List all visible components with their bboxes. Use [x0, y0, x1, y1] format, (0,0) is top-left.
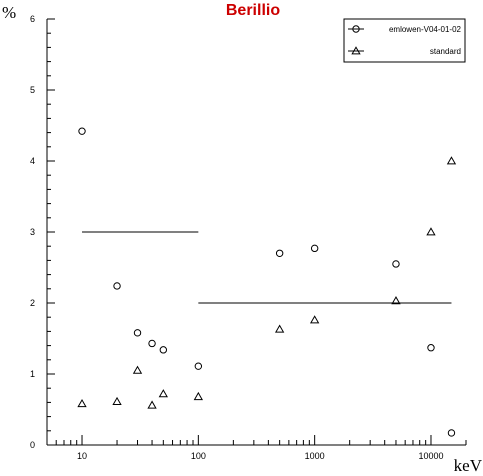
triangle-marker — [309, 315, 320, 324]
circle-marker — [78, 127, 86, 135]
circle-marker — [159, 346, 168, 354]
triangle-marker — [147, 400, 157, 409]
circle-marker — [275, 249, 284, 258]
y-axis: 0 1 2 3 4 5 6 — [30, 14, 55, 450]
y-tick-label: 3 — [30, 227, 35, 237]
circle-marker — [447, 429, 456, 437]
y-tick-label: 0 — [30, 440, 35, 450]
legend-label: emlowen-V04-01-02 — [389, 25, 462, 34]
y-tick-label: 4 — [30, 156, 35, 166]
chart-title: Berillio — [226, 2, 280, 19]
circle-marker — [392, 260, 400, 268]
triangle-marker — [112, 396, 122, 406]
y-tick-label: 2 — [30, 298, 35, 308]
x-axis: 10 100 1000 10000 — [46, 435, 467, 461]
triangle-marker — [158, 389, 168, 398]
circle-marker — [427, 344, 435, 352]
y-tick-label: 1 — [30, 369, 35, 379]
triangle-marker — [391, 296, 401, 305]
reference-lines — [82, 231, 452, 304]
x-axis-label: keV — [454, 456, 483, 475]
legend-label: standard — [430, 47, 461, 56]
triangle-marker — [446, 156, 457, 165]
legend-triangle-marker — [351, 46, 361, 55]
x-tick-label: 10000 — [418, 451, 443, 461]
triangle-marker — [77, 399, 87, 408]
legend-circle-marker — [352, 25, 360, 33]
x-tick-label: 10 — [77, 451, 87, 461]
triangle-marker — [132, 365, 143, 374]
legend-box — [343, 18, 466, 63]
circle-marker — [194, 362, 203, 370]
triangle-marker — [274, 324, 285, 333]
x-tick-label: 1000 — [305, 451, 325, 461]
legend: emlowen-V04-01-02 standard — [343, 18, 466, 63]
circle-marker — [148, 339, 156, 348]
y-axis-label: % — [2, 3, 16, 22]
triangle-marker — [426, 227, 436, 236]
circle-marker — [310, 244, 319, 253]
triangle-marker — [193, 391, 204, 401]
y-tick-label: 6 — [30, 14, 35, 24]
circle-marker — [133, 329, 142, 337]
data-markers — [77, 127, 457, 437]
x-tick-label: 100 — [191, 451, 206, 461]
circle-marker — [113, 282, 121, 290]
y-tick-label: 5 — [30, 85, 35, 95]
